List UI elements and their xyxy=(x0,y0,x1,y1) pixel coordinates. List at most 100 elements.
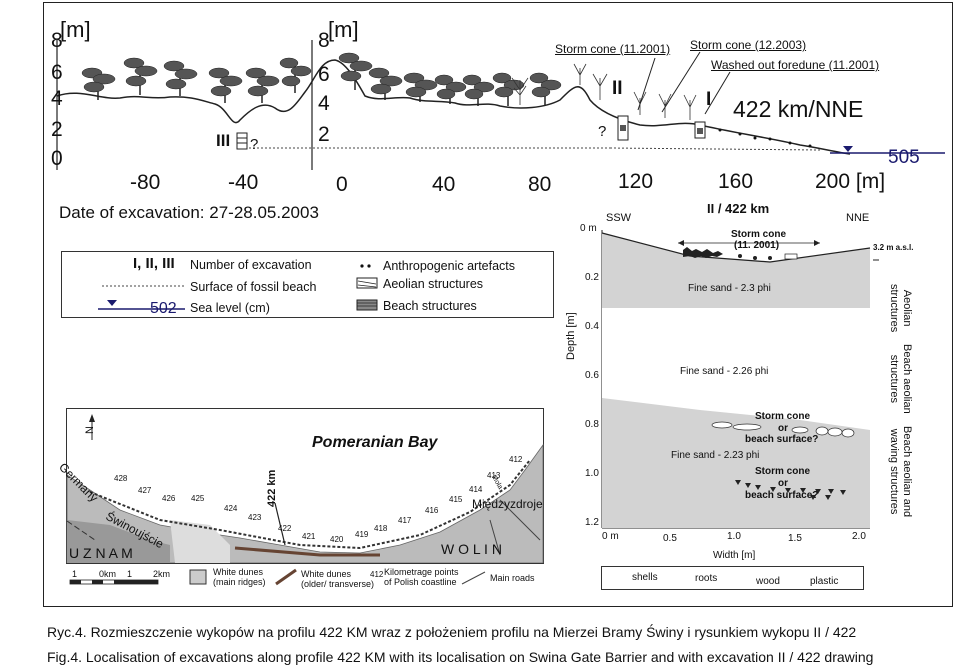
storm-cone-or-1c: beach surface? xyxy=(745,434,819,445)
map-legend xyxy=(66,563,544,591)
width-tick: 0 m xyxy=(602,531,619,542)
km-mark: 415 xyxy=(449,495,463,504)
side-label-beach-waving-2: waving structures xyxy=(888,428,900,515)
legend-wood: wood xyxy=(756,576,780,587)
excavation-legend xyxy=(601,566,864,590)
km-mark: 419 xyxy=(355,530,369,539)
storm-cone-or-1a: Storm cone xyxy=(755,411,811,422)
layer-sand-2: Fine sand - 2.26 phi xyxy=(680,366,769,377)
map-bay-label: Pomeranian Bay xyxy=(312,434,438,451)
y-tick: 8 xyxy=(51,29,63,52)
km-mark: 421 xyxy=(302,532,316,541)
legend-roman: I, II, III xyxy=(133,255,175,272)
y-tick: 2 xyxy=(51,118,63,141)
legend-sea-level: Sea level (cm) xyxy=(190,301,270,315)
legend-white-dunes-older: White dunes xyxy=(301,569,352,579)
map-wolin: W O L I N xyxy=(441,541,502,557)
x-tick: 40 xyxy=(432,173,456,196)
depth-axis-label: Depth [m] xyxy=(565,312,577,360)
profile-title: 422 km/NNE xyxy=(733,96,864,122)
km-mark: 412 xyxy=(509,455,523,464)
side-label-aeolian-1: Aeolian xyxy=(901,289,913,327)
storm-cone-label: Storm cone xyxy=(731,229,787,240)
km-mark: 428 xyxy=(114,474,128,483)
legend-white-dunes-older-2: (older/ transverse) xyxy=(301,579,375,589)
storm-cone-year: (11. 2001) xyxy=(734,240,780,251)
scale-label: 0km xyxy=(99,569,117,579)
storm-cone-or-2a: Storm cone xyxy=(755,466,811,477)
legend-number-of-excavation: Number of excavation xyxy=(190,258,312,272)
legend-anthropogenic: Anthropogenic artefacts xyxy=(383,259,516,273)
excavation-ssw: SSW xyxy=(606,212,632,224)
x-tick: 200 [m] xyxy=(815,170,886,193)
y-tick: 4 xyxy=(318,92,330,115)
shrubs xyxy=(511,63,697,120)
excavation-I-label: I xyxy=(706,89,712,110)
depth-tick: 1.0 xyxy=(585,468,599,479)
depth-tick: 0.4 xyxy=(585,321,599,332)
km-mark: 416 xyxy=(425,506,439,515)
legend-km-points: Kilometrage points xyxy=(384,567,459,577)
excavation-nne: NNE xyxy=(846,212,870,224)
legend-km-points-2: of Polish coastline xyxy=(384,577,457,587)
scale-label: 1 xyxy=(72,569,78,579)
x-tick: 120 xyxy=(618,170,654,193)
storm-cone-or-2c: beach surface? xyxy=(745,490,819,501)
km-mark: 424 xyxy=(224,504,238,513)
y-axis-unit-left: [m] xyxy=(60,17,91,42)
km-mark: 418 xyxy=(374,524,388,533)
km-mark: 426 xyxy=(162,494,176,503)
depth-tick: 0.8 xyxy=(585,419,599,430)
legend-plastic: plastic xyxy=(810,576,839,587)
y-tick: 4 xyxy=(51,87,63,110)
width-tick: 2.0 xyxy=(852,531,866,542)
legend-roots: roots xyxy=(695,573,718,584)
question-mark: ? xyxy=(250,136,259,153)
layer-sand-1: Fine sand - 2.3 phi xyxy=(688,283,771,294)
x-tick: -40 xyxy=(228,171,259,194)
y-tick: 6 xyxy=(51,61,63,84)
km-mark: 417 xyxy=(398,516,412,525)
x-tick: 80 xyxy=(528,173,552,196)
legend-beach: Beach structures xyxy=(383,299,477,313)
x-tick: 160 xyxy=(718,170,754,193)
excavation-title: II / 422 km xyxy=(707,201,770,216)
caption-polish: Ryc.4. Rozmieszczenie wykopów na profilu… xyxy=(47,624,857,640)
width-tick: 1.5 xyxy=(788,533,802,544)
km-mark: 414 xyxy=(469,485,483,494)
y-tick: 6 xyxy=(318,63,330,86)
caption-english: Fig.4. Localisation of excavations along… xyxy=(47,649,874,665)
sea-level-value: 505 xyxy=(888,147,920,168)
scale-label: 2km xyxy=(153,569,171,579)
label-storm-cone-2001: Storm cone (11.2001) xyxy=(555,42,671,56)
depth-tick: 0.6 xyxy=(585,370,599,381)
side-label-beach-aeolian: Beach aeolian structures xyxy=(887,344,913,414)
trees xyxy=(81,52,562,106)
map-miedzyzdroje: Międzyzdroje xyxy=(472,497,543,511)
excavation-II-label: II xyxy=(612,78,623,99)
y-axis-unit-mid: [m] xyxy=(328,17,359,42)
km-mark: 420 xyxy=(330,535,344,544)
km-mark: 427 xyxy=(138,486,152,495)
depth-tick: 0.2 xyxy=(585,272,599,283)
map-uznam: U Z N A M xyxy=(69,545,133,561)
legend-white-dunes-main-2: (main ridges) xyxy=(213,577,266,587)
label-washed-foredune: Washed out foredune (11.2001) xyxy=(711,58,880,72)
side-label-aeolian-2: structures xyxy=(888,284,900,333)
x-tick: 0 xyxy=(336,173,348,196)
legend-sea-level-value: 502 xyxy=(150,300,177,317)
storm-cone-or-2b: or xyxy=(778,478,788,489)
depth-tick: 0 m xyxy=(580,223,597,234)
side-label-beach-waving-1: Beach aeolian and xyxy=(901,426,913,518)
side-label-beach-aeolian-2: structures xyxy=(888,354,900,404)
storm-cone-or-1b: or xyxy=(778,423,788,434)
x-tick: -80 xyxy=(130,171,161,194)
excavation-III-label: III xyxy=(216,131,231,150)
figure-frame xyxy=(43,2,953,607)
scale-label: 1 xyxy=(127,569,133,579)
layer-sand-3: Fine sand - 2.23 phi xyxy=(671,450,760,461)
